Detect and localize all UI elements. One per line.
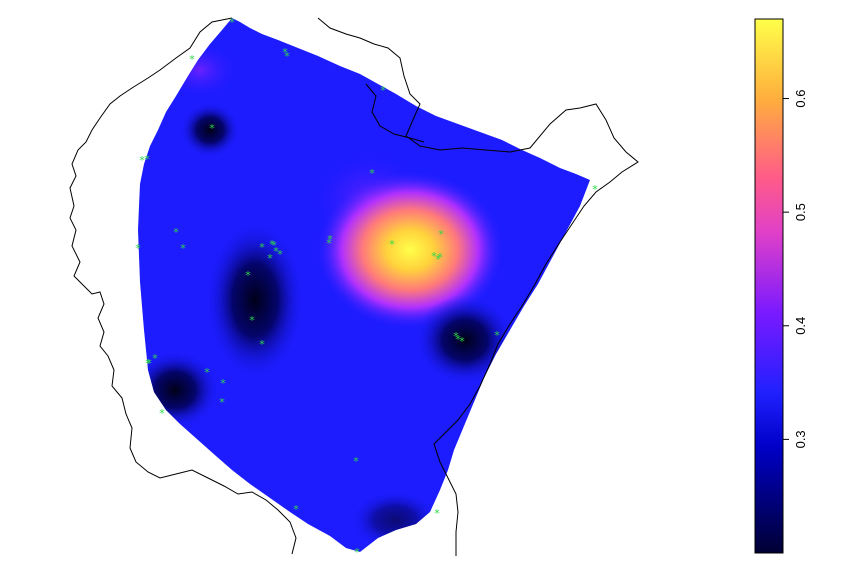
sample-point-marker: * (459, 335, 465, 348)
sample-point-marker: * (437, 251, 443, 264)
sample-point-marker: * (189, 53, 195, 66)
sample-point-marker: * (455, 333, 461, 346)
sample-point-marker: * (267, 252, 273, 265)
sample-point-marker: * (435, 253, 441, 266)
sample-point-marker: * (259, 241, 265, 254)
sample-point-marker: * (453, 330, 459, 343)
color-legend: 0.3 0.4 0.5 0.6 (754, 18, 808, 554)
boundary-lines (69, 17, 639, 556)
sample-point-marker: * (135, 242, 141, 255)
sample-point-marker: * (229, 16, 235, 29)
sample-point-marker: * (277, 248, 283, 261)
sample-point-marker: * (180, 242, 186, 255)
sample-point-marker: * (592, 183, 598, 196)
sample-point-marker: * (259, 338, 265, 351)
sample-point-marker: * (173, 226, 179, 239)
sample-point-marker: * (271, 239, 277, 252)
sample-point-marker: * (380, 84, 386, 97)
legend-tick-label: 0.4 (793, 317, 808, 335)
sample-point-marker: * (369, 167, 375, 180)
interpolated-surface (138, 18, 590, 552)
sample-point-marker: * (353, 455, 359, 468)
sample-point-marker: * (494, 329, 500, 342)
sample-point-marker: * (220, 377, 226, 390)
sample-point-marker: * (139, 154, 145, 167)
sample-point-marker: * (354, 546, 360, 559)
legend-tick-label: 0.6 (793, 89, 808, 107)
sample-points: ******* ****** * ****** ********** ********* *… (135, 16, 598, 559)
outer-boundary (69, 17, 297, 555)
eastern-boundary (317, 17, 639, 556)
sample-point-marker: * (434, 507, 440, 520)
sample-point-marker: * (269, 238, 275, 251)
legend-tick-label: 0.5 (793, 203, 808, 221)
sample-point-marker: * (273, 245, 279, 258)
sample-point-marker: * (204, 366, 210, 379)
sample-point-marker: * (326, 237, 332, 250)
sample-point-marker: * (152, 352, 158, 365)
sample-point-marker: * (389, 238, 395, 251)
inner-boundary (365, 83, 425, 143)
sample-point-marker: * (431, 250, 437, 263)
sample-point-marker: * (284, 50, 290, 63)
sample-point-marker: * (159, 407, 165, 420)
sample-point-marker: * (219, 396, 225, 409)
sample-point-marker: * (438, 228, 444, 241)
sample-point-marker: * (144, 153, 150, 166)
sample-point-marker: * (282, 46, 288, 59)
sample-point-marker: * (249, 314, 255, 327)
legend-color-bar (754, 18, 784, 554)
sample-point-marker: * (245, 269, 251, 282)
sample-point-marker: * (146, 357, 152, 370)
sample-point-marker: * (327, 233, 333, 246)
legend-tick-label: 0.3 (793, 430, 808, 448)
sample-point-marker: * (145, 357, 151, 370)
sample-point-marker: * (209, 122, 215, 135)
sample-point-marker: * (293, 503, 299, 516)
